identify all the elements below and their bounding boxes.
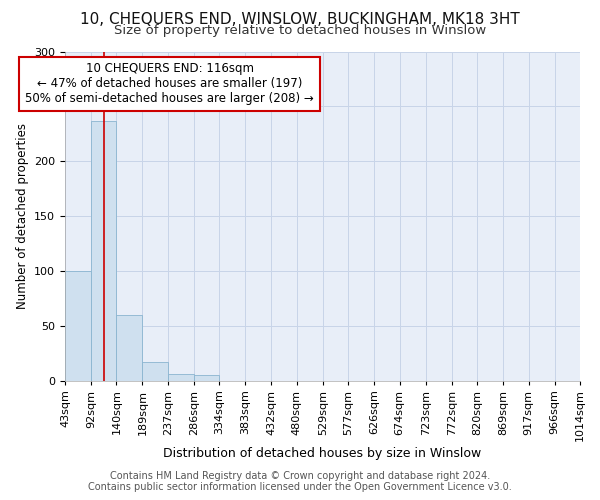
Text: Size of property relative to detached houses in Winslow: Size of property relative to detached ho…	[114, 24, 486, 37]
Bar	[65, 271, 91, 380]
Text: 10 CHEQUERS END: 116sqm
← 47% of detached houses are smaller (197)
50% of semi-d: 10 CHEQUERS END: 116sqm ← 47% of detache…	[25, 62, 314, 106]
Text: Contains HM Land Registry data © Crown copyright and database right 2024.
Contai: Contains HM Land Registry data © Crown c…	[88, 471, 512, 492]
Text: 10, CHEQUERS END, WINSLOW, BUCKINGHAM, MK18 3HT: 10, CHEQUERS END, WINSLOW, BUCKINGHAM, M…	[80, 12, 520, 28]
Bar	[91, 120, 116, 380]
X-axis label: Distribution of detached houses by size in Winslow: Distribution of detached houses by size …	[163, 447, 482, 460]
Bar	[194, 375, 220, 380]
Y-axis label: Number of detached properties: Number of detached properties	[16, 123, 29, 309]
Bar	[116, 314, 142, 380]
Bar	[168, 374, 194, 380]
Bar	[142, 362, 168, 380]
